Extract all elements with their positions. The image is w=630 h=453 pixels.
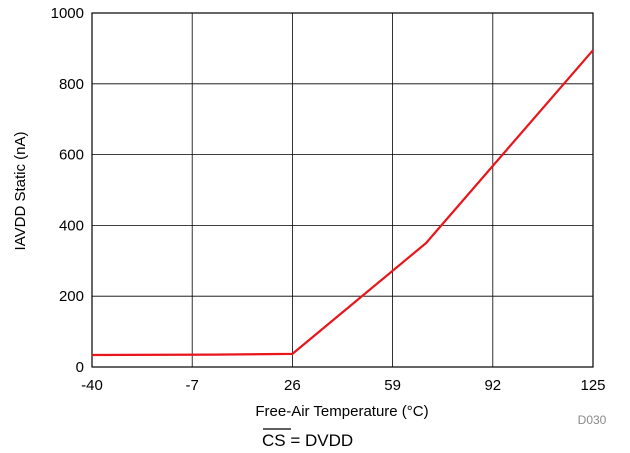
condition-caption: CS = DVDD [262, 428, 353, 450]
condition-rest: = DVDD [286, 431, 354, 450]
figure-code: D030 [578, 413, 607, 427]
condition-signal: CS [262, 431, 286, 450]
x-tick-label: 92 [484, 377, 501, 394]
grid-lines [92, 13, 593, 367]
plot-area-frame [91, 12, 594, 368]
y-axis-label: IAVDD Static (nA) [12, 132, 29, 251]
y-tick-label: 0 [76, 359, 84, 376]
x-axis-label: Free-Air Temperature (°C) [255, 403, 428, 420]
y-tick-label: 400 [59, 217, 84, 234]
y-tick-label: 1000 [51, 5, 84, 22]
x-tick-labels: -40 -7 26 59 92 125 [81, 377, 605, 394]
y-tick-labels: 0 200 400 600 800 1000 [51, 5, 84, 376]
x-tick-label: 26 [284, 377, 301, 394]
y-tick-label: 200 [59, 288, 84, 305]
series-group [91, 49, 594, 357]
x-tick-label: -7 [186, 377, 199, 394]
svg-text:CS = DVDD: CS = DVDD [262, 431, 353, 450]
y-tick-label: 800 [59, 76, 84, 93]
y-tick-label: 600 [59, 147, 84, 164]
x-tick-label: -40 [81, 377, 103, 394]
x-tick-label: 125 [580, 377, 605, 394]
x-tick-label: 59 [384, 377, 401, 394]
series-line [91, 49, 594, 357]
